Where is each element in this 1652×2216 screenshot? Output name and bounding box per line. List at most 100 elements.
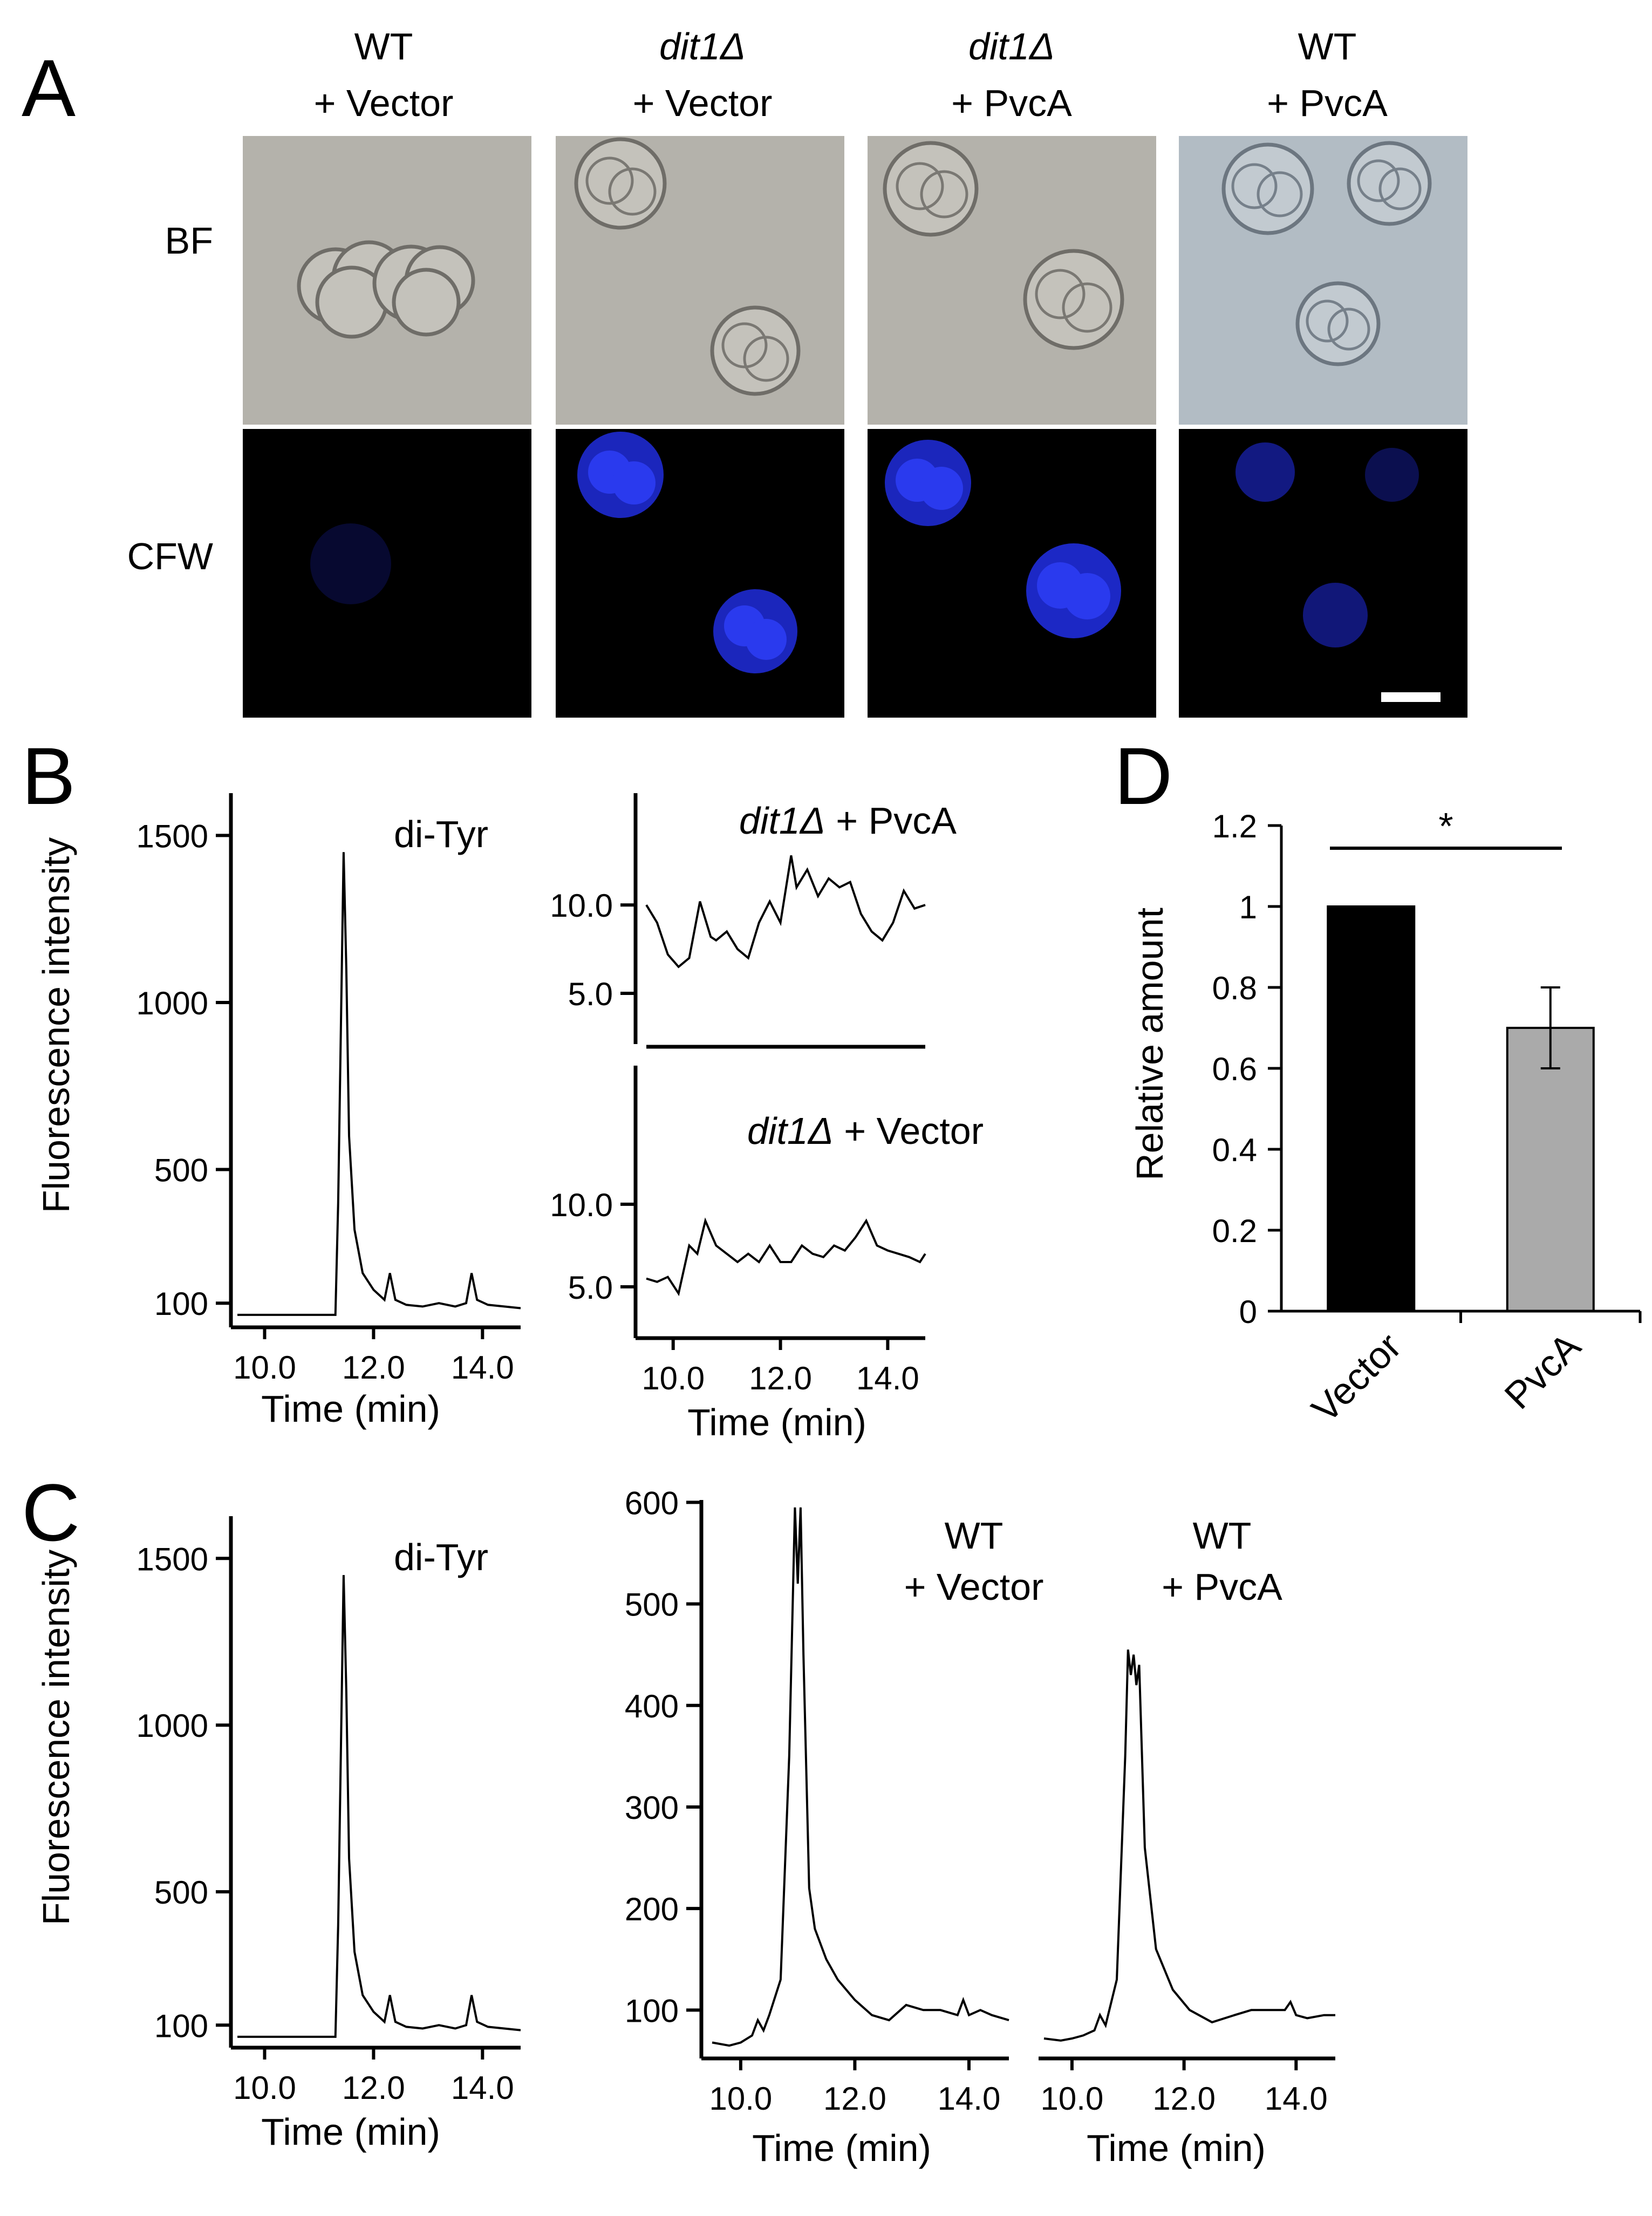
bf-image-dit1-vector [556, 136, 844, 425]
chart-c-standard-title: di-Tyr [394, 1536, 488, 1578]
chart-d-significance-star: * [1438, 805, 1453, 847]
chart-b-dit1-pvca: dit1Δ + PvcA 5.0 10.0 [550, 793, 957, 1049]
chart-c-wt-vector-yticks: 100 200 300 400 500 600 [625, 1485, 701, 2029]
row-label-cfw: CFW [127, 535, 213, 577]
x-tick-label: 14.0 [856, 1360, 919, 1396]
x-tick-label: 12.0 [823, 2081, 886, 2117]
chart-b-standard-yticks: 100 500 1000 1500 [136, 818, 231, 1322]
panel-label-d: D [1114, 731, 1172, 821]
chart-b-dit1-vector: dit1Δ + Vector 5.0 10.0 10.0 12.0 14.0 Time… [550, 1066, 984, 1443]
panel-d: D Relative amount 0 0.2 0.4 0.6 0.8 1 1.2 Vect… [1114, 731, 1642, 1430]
cfw-image-dit1-vector [556, 429, 844, 718]
chart-d-yticks: 0 0.2 0.4 0.6 0.8 1 1.2 [1212, 808, 1281, 1330]
y-tick-label: 200 [625, 1891, 679, 1927]
col-header-2-line1: dit1Δ [659, 25, 746, 67]
x-tick-label: 10.0 [641, 1360, 705, 1396]
panel-label-b: B [22, 731, 76, 821]
x-tick-label: 14.0 [938, 2081, 1001, 2117]
y-tick-label: 500 [154, 1153, 208, 1189]
col-header-4-line2: + PvcA [1267, 82, 1388, 124]
chart-d-xticks: Vector PvcA [1303, 1311, 1642, 1430]
chart-c-wt-pvca-xlabel: Time (min) [1087, 2127, 1266, 2169]
chart-c-wt-vector-xticks: 10.0 12.0 14.0 [709, 2058, 1000, 2117]
chart-b-dit1-pvca-title: dit1Δ + PvcA [739, 800, 957, 842]
y-tick-label: 10.0 [550, 1187, 613, 1223]
chart-c-wt-vector-title-line2: + Vector [904, 1566, 1044, 1608]
bar-pvca [1506, 1027, 1595, 1312]
x-tick-label: 10.0 [709, 2081, 772, 2117]
panel-c: C Fluorescence intensity di-Tyr 10050010… [22, 1467, 1335, 2169]
chart-c-wt-vector-xlabel: Time (min) [752, 2127, 931, 2169]
cfw-image-wt-vector [243, 429, 531, 718]
y-tick-label: 600 [625, 1485, 679, 1521]
chart-b-dit1-vector-xticks: 10.0 12.0 14.0 [641, 1338, 919, 1396]
chart-b-standard-xticks: 10.0 12.0 14.0 [233, 1327, 514, 1386]
y-tick-label: 100 [154, 2008, 208, 2044]
y-tick-label: 1000 [136, 1708, 208, 1744]
y-tick-label: 400 [625, 1688, 679, 1724]
chart-b-standard: di-Tyr 100 500 1000 1500 10.0 12.0 14.0 Time … [136, 793, 521, 1430]
chart-b-dit1-pvca-line [645, 855, 926, 969]
col-header-1-line2: + Vector [314, 82, 454, 124]
chart-d-ylabel: Relative amount [1129, 908, 1171, 1181]
x-tick-label: 12.0 [749, 1360, 812, 1396]
chart-c-wt-vector-line [712, 1507, 1009, 2047]
x-tick-label: 12.0 [1152, 2081, 1216, 2117]
chart-c-standard-yticks: 100 500 1000 1500 [136, 1541, 231, 2044]
x-tick-label: 10.0 [233, 2070, 296, 2106]
y-axis-title-c: Fluorescence intensity [35, 1550, 77, 1925]
y-tick-label: 1000 [136, 985, 208, 1021]
scale-bar [1381, 692, 1441, 702]
y-tick-label: 100 [154, 1286, 208, 1322]
y-tick-label: 500 [154, 1874, 208, 1911]
x-tick-label: 14.0 [451, 1349, 514, 1386]
x-tick-label: 14.0 [1265, 2081, 1328, 2117]
chart-c-wt-pvca-xticks: 10.0 12.0 14.0 [1041, 2058, 1328, 2117]
chart-c-standard-line [237, 1575, 521, 2038]
chart-c-wt-pvca: WT + PvcA 10.0 12.0 14.0 Time (min) [1039, 1515, 1335, 2169]
x-tick-label: 10.0 [1041, 2081, 1104, 2117]
chart-b-dit1-vector-yticks: 5.0 10.0 [550, 1187, 636, 1306]
chart-b-dit1-vector-title: dit1Δ + Vector [747, 1110, 984, 1152]
chart-c-wt-pvca-title-line1: WT [1193, 1515, 1252, 1557]
bar-vector [1327, 905, 1416, 1312]
x-tick-label: Vector [1303, 1325, 1409, 1430]
cfw-image-wt-pvca [1179, 429, 1467, 718]
col-header-3-line1: dit1Δ [968, 25, 1055, 67]
chart-b-standard-title: di-Tyr [394, 813, 488, 855]
x-tick-label: 12.0 [342, 2070, 405, 2106]
y-tick-label: 0.8 [1212, 970, 1257, 1006]
y-tick-label: 5.0 [568, 976, 613, 1012]
panel-label-a: A [22, 43, 76, 133]
chart-c-standard-xticks: 10.0 12.0 14.0 [233, 2048, 514, 2106]
x-tick-label: 12.0 [342, 1349, 405, 1386]
col-header-2-line2: + Vector [633, 82, 773, 124]
y-tick-label: 1 [1239, 889, 1257, 925]
y-tick-label: 5.0 [568, 1270, 613, 1306]
y-tick-label: 100 [625, 1993, 679, 2029]
panel-label-c: C [22, 1467, 80, 1558]
y-tick-label: 10.0 [550, 888, 613, 924]
y-tick-label: 0.6 [1212, 1051, 1257, 1087]
y-tick-label: 0 [1239, 1294, 1257, 1330]
col-header-4-line1: WT [1298, 25, 1357, 67]
cfw-image-dit1-pvca [868, 429, 1156, 718]
col-header-1-line1: WT [354, 25, 413, 67]
col-header-3-line2: + PvcA [951, 82, 1072, 124]
chart-c-standard-xlabel: Time (min) [261, 2111, 440, 2153]
y-axis-title-b: Fluorescence intensity [35, 837, 77, 1213]
y-tick-label: 1500 [136, 818, 208, 854]
bf-image-wt-pvca [1179, 136, 1467, 425]
chart-b-dit1-vector-xlabel: Time (min) [687, 1401, 866, 1443]
chart-c-standard: di-Tyr 100 500 1000 1500 10.0 12.0 14.0 Time … [136, 1516, 521, 2153]
x-tick-label: PvcA [1497, 1325, 1589, 1417]
bf-image-dit1-pvca [868, 136, 1156, 425]
y-tick-label: 1.2 [1212, 808, 1257, 844]
y-tick-label: 500 [625, 1587, 679, 1623]
bf-image-wt-vector [243, 136, 531, 425]
x-tick-label: 10.0 [233, 1349, 296, 1386]
chart-c-wt-pvca-title-line2: + PvcA [1162, 1566, 1282, 1608]
y-tick-label: 300 [625, 1790, 679, 1826]
y-tick-label: 0.2 [1212, 1213, 1257, 1249]
